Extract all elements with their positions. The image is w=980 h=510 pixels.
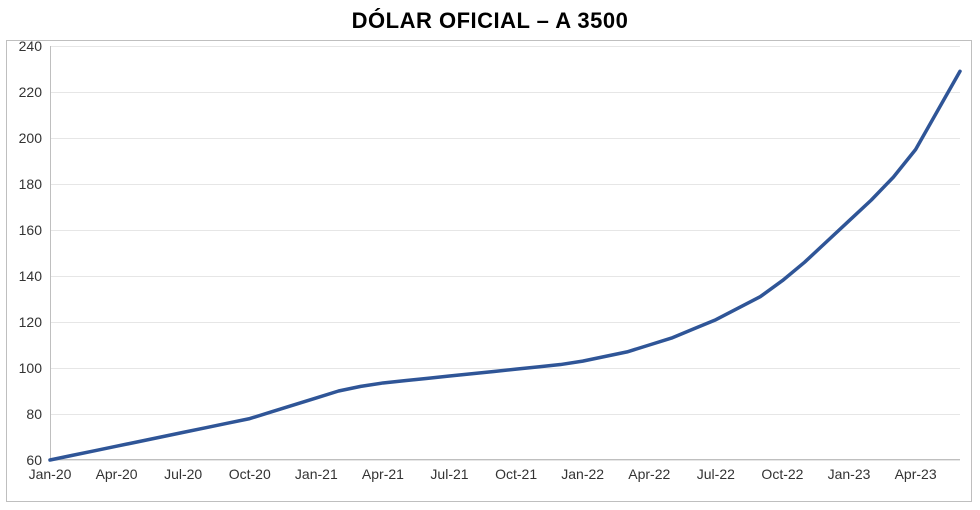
chart-title: DÓLAR OFICIAL – A 3500 bbox=[0, 8, 980, 34]
y-tick-label: 200 bbox=[12, 130, 42, 146]
y-tick-label: 80 bbox=[12, 406, 42, 422]
x-tick-label: Apr-20 bbox=[96, 466, 138, 482]
x-tick-label: Jul-20 bbox=[164, 466, 202, 482]
x-tick-label: Jul-22 bbox=[697, 466, 735, 482]
chart-container: DÓLAR OFICIAL – A 3500 60801001201401601… bbox=[0, 0, 980, 510]
x-tick-label: Jan-22 bbox=[561, 466, 604, 482]
x-tick-label: Apr-21 bbox=[362, 466, 404, 482]
line-series bbox=[50, 46, 960, 460]
y-tick-label: 120 bbox=[12, 314, 42, 330]
x-tick-label: Oct-20 bbox=[229, 466, 271, 482]
y-tick-label: 220 bbox=[12, 84, 42, 100]
y-tick-label: 180 bbox=[12, 176, 42, 192]
y-tick-label: 100 bbox=[12, 360, 42, 376]
x-tick-label: Oct-22 bbox=[761, 466, 803, 482]
series-path bbox=[50, 71, 960, 460]
x-tick-label: Jan-20 bbox=[29, 466, 72, 482]
plot-area bbox=[50, 46, 960, 460]
y-tick-label: 140 bbox=[12, 268, 42, 284]
x-tick-label: Apr-22 bbox=[628, 466, 670, 482]
gridline-horizontal bbox=[50, 460, 960, 461]
x-tick-label: Apr-23 bbox=[895, 466, 937, 482]
x-tick-label: Jul-21 bbox=[430, 466, 468, 482]
x-tick-label: Jan-23 bbox=[828, 466, 871, 482]
y-tick-label: 160 bbox=[12, 222, 42, 238]
y-tick-label: 240 bbox=[12, 38, 42, 54]
x-tick-label: Jan-21 bbox=[295, 466, 338, 482]
x-tick-label: Oct-21 bbox=[495, 466, 537, 482]
